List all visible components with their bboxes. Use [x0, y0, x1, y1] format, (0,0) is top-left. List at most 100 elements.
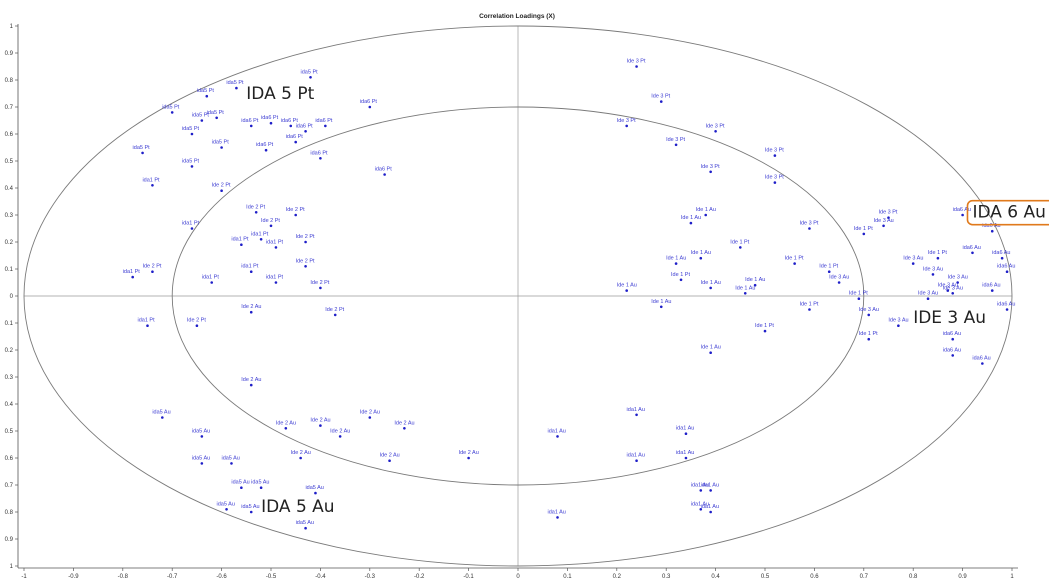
point-label: Ide 3 Pt: [651, 94, 670, 100]
point-label: Ide 1 Au: [745, 277, 765, 283]
data-point: [990, 229, 994, 233]
data-point: [205, 94, 209, 98]
group-annotation: IDA 5 Pt: [246, 84, 314, 104]
point-label: Ide 3 Au: [943, 285, 963, 291]
x-tick-label: 0.1: [563, 574, 572, 579]
x-tick-label: 0.5: [761, 574, 770, 579]
data-point: [946, 289, 950, 292]
data-point: [951, 354, 955, 357]
correlation-ellipse: [23, 25, 1013, 567]
point-label: Ide 1 Pt: [799, 302, 818, 308]
x-tick-label: 0.3: [662, 574, 671, 579]
point-label: ida6 Pt: [241, 118, 259, 124]
data-point: [773, 181, 777, 184]
point-label: ida5 Pt: [207, 110, 225, 116]
data-point: [235, 86, 238, 90]
point-label: Ide 3 Pt: [627, 59, 646, 65]
point-label: Ide 1 Au: [681, 215, 701, 221]
point-label: Ide 1 Pt: [671, 272, 690, 278]
point-label: ida5 Au: [152, 410, 170, 416]
data-point: [635, 459, 638, 463]
data-point: [862, 232, 866, 236]
point-label: Ide 1 Au: [666, 256, 686, 262]
annotation-box: [966, 199, 1049, 226]
point-label: ida5 Pt: [162, 104, 180, 110]
point-label: ida6 Au: [943, 347, 961, 353]
data-point: [739, 246, 742, 249]
data-point: [867, 337, 871, 341]
data-point: [304, 526, 307, 530]
data-point: [249, 270, 253, 274]
data-point: [314, 491, 317, 495]
x-tick-label: -0.8: [118, 574, 129, 579]
point-label: ida5 Pt: [182, 126, 200, 132]
y-tick-label: 0.9: [5, 51, 14, 57]
point-label: Ide 3 Pt: [765, 175, 784, 181]
data-point: [882, 224, 885, 228]
y-tick-label: 1: [10, 564, 14, 570]
point-label: Ide 3 Au: [948, 275, 968, 281]
point-label: Ide 3 Pt: [701, 164, 720, 170]
data-point: [674, 262, 678, 265]
point-label: ida6 Au: [943, 331, 961, 337]
y-tick-label: 0: [10, 294, 14, 300]
point-label: ida1 Pt: [182, 221, 200, 227]
point-label: Ide 2 Pt: [212, 183, 231, 189]
data-point: [699, 508, 703, 511]
data-point: [793, 262, 796, 265]
data-point: [635, 413, 638, 417]
data-point: [210, 281, 214, 284]
point-label: ida6 Pt: [310, 150, 328, 156]
point-label: ida6 Pt: [281, 118, 299, 124]
data-point: [837, 281, 841, 284]
point-label: ida1 Au: [548, 428, 566, 434]
data-point: [230, 462, 233, 465]
data-point: [294, 213, 298, 217]
point-label: ida5 Au: [192, 428, 210, 434]
point-label: Ide 2 Pt: [296, 234, 315, 240]
data-point: [679, 278, 683, 282]
point-label: ida1 Pt: [231, 237, 249, 243]
point-label: Ide 1 Au: [696, 207, 716, 213]
point-label: ida1 Pt: [266, 239, 284, 245]
point-label: Ide 1 Au: [617, 283, 637, 289]
x-tick-label: -0.4: [315, 574, 326, 579]
data-point: [699, 489, 703, 492]
point-label: Ide 1 Pt: [859, 331, 878, 337]
point-label: ida5 Au: [192, 455, 210, 461]
data-point: [161, 416, 164, 419]
x-tick-label: -0.3: [365, 574, 376, 579]
point-label: Ide 2 Pt: [261, 218, 280, 224]
point-label: ida6 Au: [997, 302, 1015, 308]
data-point: [368, 416, 372, 419]
x-tick-label: 0.8: [909, 574, 918, 579]
point-label: Ide 3 Pt: [765, 148, 784, 154]
point-label: Ide 3 Au: [923, 266, 943, 272]
data-point: [240, 243, 243, 246]
annotations-group: IDA 5 Pt IDA 6 Au IDE 3 Au IDA 5 Au: [246, 84, 1049, 517]
point-label: Ide 2 Pt: [246, 204, 265, 210]
point-label: ida5 Au: [231, 480, 249, 486]
point-label: Ide 3 Au: [888, 318, 908, 324]
point-label: ida1 Au: [548, 509, 566, 515]
data-point: [709, 489, 712, 492]
y-tick-label: 1: [10, 24, 14, 30]
data-point: [1005, 308, 1009, 311]
data-point: [1005, 270, 1009, 274]
point-label: Ide 1 Pt: [819, 264, 838, 270]
point-label: Ide 2 Au: [276, 420, 296, 426]
point-label: ida1 Pt: [123, 269, 141, 275]
point-label: ida6 Pt: [360, 99, 378, 105]
data-point: [309, 76, 312, 79]
data-point: [170, 111, 174, 114]
point-label: Ide 1 Au: [735, 285, 755, 291]
data-point: [635, 65, 638, 68]
y-tick-label: 0.3: [5, 213, 14, 219]
point-label: Ide 2 Pt: [187, 318, 206, 324]
point-label: ida6 Pt: [261, 115, 279, 121]
data-point: [254, 211, 258, 214]
point-label: Ide 1 Pt: [755, 323, 774, 329]
data-point: [867, 313, 871, 317]
